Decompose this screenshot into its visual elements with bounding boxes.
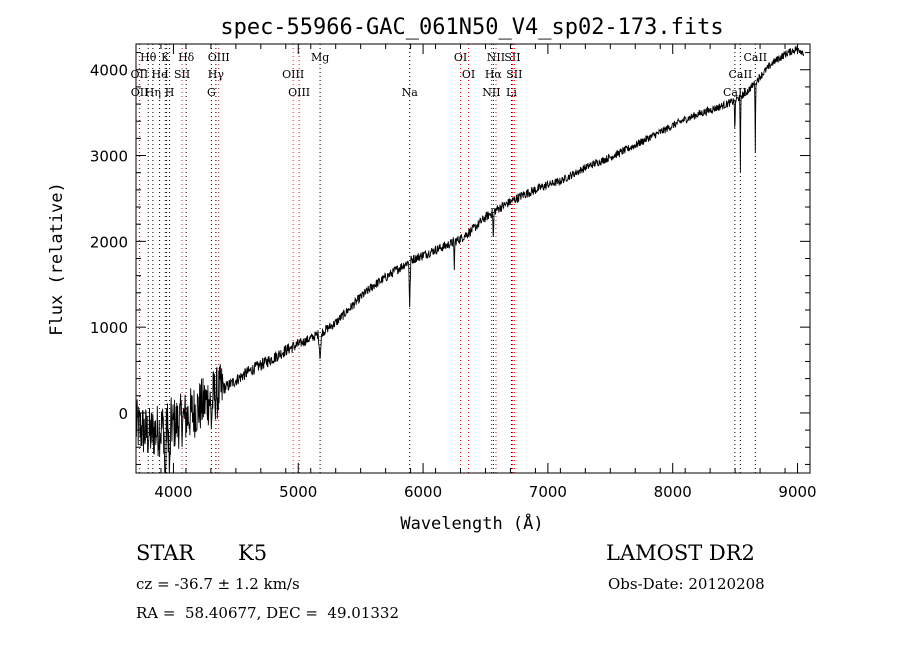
spectrum-line xyxy=(135,45,805,474)
marker-label-24: Na xyxy=(402,86,419,99)
y-tick-label-4: 4000 xyxy=(90,62,128,80)
marker-label-9: OII xyxy=(131,68,149,81)
marker-label-25: NII xyxy=(482,86,500,99)
marker-label-23: OIII xyxy=(288,86,310,99)
marker-label-18: CaII xyxy=(729,68,753,81)
marker-label-12: SII xyxy=(174,68,190,81)
marker-label-10: He xyxy=(152,68,168,81)
marker-label-19: OII xyxy=(131,86,149,99)
x-axis-label: Wavelength (Å) xyxy=(400,512,543,534)
spectral-subclass: K5 xyxy=(238,541,268,565)
marker-label-11: I xyxy=(164,68,168,81)
marker-label-4: Mg xyxy=(311,51,329,64)
marker-label-13: Hγ xyxy=(208,68,225,81)
marker-label-6: NII xyxy=(487,51,505,64)
x-tick-label-0: 4000 xyxy=(154,483,192,501)
marker-label-27: CaII xyxy=(723,86,747,99)
marker-label-8: CaII xyxy=(743,51,767,64)
marker-label-16: Hα xyxy=(485,68,503,81)
marker-label-0: Hθ xyxy=(140,51,157,64)
x-tick-label-1: 5000 xyxy=(279,483,317,501)
redshift-text: cz = -36.7 ± 1.2 km/s xyxy=(136,575,300,593)
survey-name: LAMOST DR2 xyxy=(606,541,755,565)
object-class: STAR xyxy=(136,541,195,565)
y-tick-label-0: 0 xyxy=(118,405,128,423)
marker-label-22: G xyxy=(207,86,216,99)
series-layer xyxy=(135,45,805,474)
y-axis-label: Flux (relative) xyxy=(47,182,67,336)
marker-label-15: OI xyxy=(462,68,475,81)
x-tick-label-2: 6000 xyxy=(404,483,442,501)
x-tick-label-4: 8000 xyxy=(654,483,692,501)
x-tick-label-3: 7000 xyxy=(529,483,567,501)
marker-label-1: K xyxy=(161,51,170,64)
coordinates-text: RA = 58.40677, DEC = 49.01332 xyxy=(136,604,400,622)
marker-label-5: OI xyxy=(454,51,467,64)
obs-date-text: Obs-Date: 20120208 xyxy=(608,575,765,593)
axes: 4000 5000 6000 7000 8000 9000 0 1000 2000 3000 400… xyxy=(90,44,817,501)
marker-label-17: SII xyxy=(506,68,522,81)
y-tick-label-3: 3000 xyxy=(90,148,128,166)
marker-label-3: OIII xyxy=(208,51,230,64)
y-tick-label-2: 2000 xyxy=(90,233,128,251)
chart-title: spec-55966-GAC_061N50_V4_sp02-173.fits xyxy=(220,15,723,40)
marker-label-21: H xyxy=(165,86,175,99)
marker-label-7: SII xyxy=(504,51,520,64)
x-tick-label-5: 9000 xyxy=(778,483,816,501)
marker-label-14: OIII xyxy=(282,68,304,81)
marker-label-2: Hδ xyxy=(178,51,195,64)
marker-label-26: Li xyxy=(506,86,517,99)
marker-label-20: Hη xyxy=(145,86,161,99)
y-tick-label-1: 1000 xyxy=(90,319,128,337)
